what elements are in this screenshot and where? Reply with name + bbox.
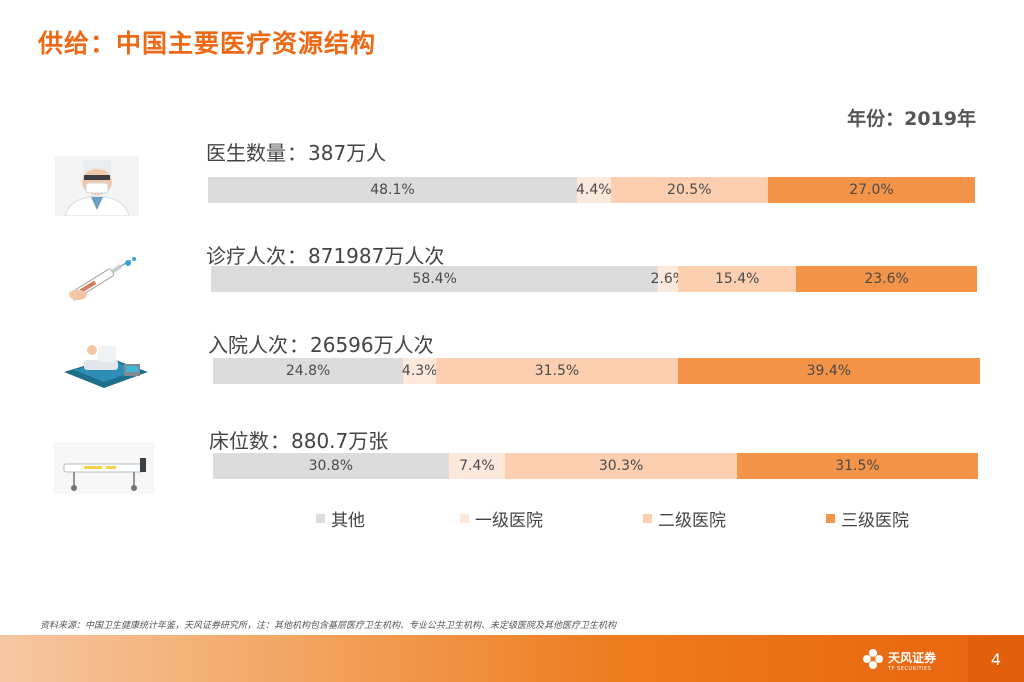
- stacked-bar-beds: 30.8% 7.4% 30.3% 31.5%: [213, 453, 978, 479]
- row-label-value: 880.7万张: [291, 429, 389, 453]
- row-label-value: 26596万人次: [310, 333, 434, 357]
- page-title: 供给：中国主要医疗资源结构: [38, 29, 377, 58]
- legend-swatch: [643, 514, 652, 523]
- hospital-bed-patient-icon: [60, 336, 150, 396]
- stacked-bar-visits: 58.4% 2.6% 15.4% 23.6%: [211, 266, 977, 292]
- bar-segment-level1: 2.6%: [651, 266, 686, 292]
- row-label-separator: ：: [287, 141, 307, 165]
- bar-segment-level3: 23.6%: [796, 266, 977, 292]
- brand-subtitle: TF SECURITIES: [888, 666, 932, 672]
- row-label-separator: ：: [270, 429, 290, 453]
- row-label-separator: ：: [287, 244, 307, 268]
- legend-label: 三级医院: [841, 511, 909, 531]
- bar-segment-other: 58.4%: [211, 266, 659, 292]
- bar-segment-level1: 4.3%: [402, 358, 437, 384]
- legend-swatch: [460, 514, 469, 523]
- stacked-bar-doctors: 48.1% 4.4% 20.5% 27.0%: [208, 177, 975, 203]
- bar-segment-other: 48.1%: [208, 177, 577, 203]
- chart-legend: 其他 一级医院 二级医院 三级医院: [0, 506, 1024, 531]
- legend-item-level2: 二级医院: [643, 506, 726, 531]
- row-label-beds: 床位数：880.7万张: [209, 425, 388, 454]
- bar-segment-level2: 30.3%: [505, 453, 737, 479]
- bar-segment-level2: 20.5%: [610, 177, 768, 203]
- bar-segment-level3: 31.5%: [737, 453, 978, 479]
- legend-item-level1: 一级医院: [460, 506, 543, 531]
- hospital-bed-icon: [54, 442, 154, 494]
- year-label: 年份：2019年: [847, 108, 976, 130]
- bar-segment-level3: 39.4%: [677, 358, 980, 384]
- legend-swatch: [826, 514, 835, 523]
- legend-label: 其他: [331, 511, 365, 531]
- brand-text: 天风证券 TF SECURITIES: [888, 649, 936, 672]
- bar-segment-level1: 7.4%: [448, 453, 506, 479]
- row-label-doctors: 医生数量：387万人: [206, 137, 386, 166]
- row-label-value: 387万人: [308, 141, 387, 165]
- bar-segment-level3: 27.0%: [767, 177, 975, 203]
- legend-label: 二级医院: [658, 511, 726, 531]
- source-note: 资料来源：中国卫生健康统计年鉴，天风证券研究所，注：其他机构包含基层医疗卫生机构…: [40, 621, 617, 631]
- row-label-value: 871987万人次: [308, 244, 445, 268]
- row-label-name: 诊疗人次: [206, 244, 286, 268]
- legend-swatch: [316, 514, 325, 523]
- legend-item-level3: 三级医院: [826, 506, 909, 531]
- row-label-name: 医生数量: [206, 141, 286, 165]
- footer-band: [0, 635, 1024, 682]
- page-number: 4: [968, 636, 1024, 682]
- row-label-name: 入院人次: [208, 333, 288, 357]
- row-label-admissions: 入院人次：26596万人次: [208, 329, 434, 358]
- row-label-name: 床位数: [209, 429, 269, 453]
- stacked-bar-admissions: 24.8% 4.3% 31.5% 39.4%: [213, 358, 980, 384]
- bar-segment-level1: 4.4%: [576, 177, 612, 203]
- syringe-icon: [62, 249, 142, 307]
- legend-item-other: 其他: [316, 506, 365, 531]
- brand: 天风证券 TF SECURITIES: [862, 648, 936, 673]
- bar-segment-level2: 31.5%: [436, 358, 678, 384]
- bar-segment-other: 24.8%: [213, 358, 404, 384]
- bar-segment-level2: 15.4%: [678, 266, 797, 292]
- row-label-visits: 诊疗人次：871987万人次: [206, 240, 444, 269]
- tf-flower-logo-icon: [862, 648, 884, 673]
- brand-name: 天风证券: [888, 651, 937, 665]
- row-label-separator: ：: [289, 333, 309, 357]
- doctor-icon: [55, 156, 139, 217]
- legend-label: 一级医院: [475, 511, 543, 531]
- bar-segment-other: 30.8%: [213, 453, 449, 479]
